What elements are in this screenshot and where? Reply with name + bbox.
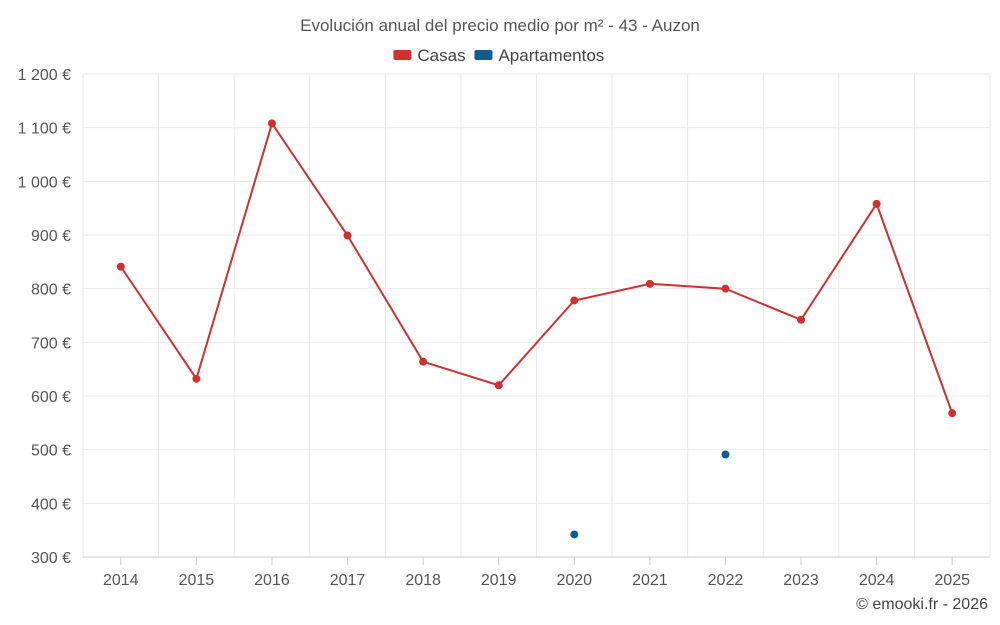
x-tick-label: 2016 (254, 572, 290, 589)
y-tick-label: 900 € (31, 228, 71, 245)
y-tick-label: 700 € (31, 335, 71, 352)
data-point-apartamentos (570, 530, 579, 539)
y-tick-label: 1 000 € (18, 174, 71, 191)
legend-swatch (393, 50, 412, 60)
x-tick-label: 2015 (179, 572, 215, 589)
x-tick-label: 2023 (783, 572, 819, 589)
legend-item-apartamentos[interactable]: Apartamentos (474, 46, 604, 65)
legend-swatch (474, 50, 493, 60)
legend: Casas Apartamentos (393, 46, 604, 65)
y-tick-label: 300 € (31, 550, 71, 567)
data-point-casas (570, 296, 579, 305)
series-casas (116, 119, 957, 418)
credit-text: © emooki.fr - 2026 (856, 596, 988, 613)
x-tick-label: 2014 (103, 572, 139, 589)
chart-title: Evolución anual del precio medio por m² … (300, 16, 700, 35)
data-point-casas (645, 279, 654, 288)
data-point-casas (267, 119, 276, 128)
data-point-casas (343, 231, 352, 240)
x-tick-label: 2020 (556, 572, 592, 589)
y-tick-label: 1 100 € (18, 121, 71, 138)
x-tick-label: 2019 (481, 572, 517, 589)
y-tick-label: 400 € (31, 496, 71, 513)
y-tick-label: 1 200 € (18, 67, 71, 84)
y-tick-label: 500 € (31, 443, 71, 460)
data-point-casas (797, 315, 806, 324)
data-point-casas (721, 284, 730, 293)
data-point-casas (948, 409, 957, 418)
y-tick-label: 600 € (31, 389, 71, 406)
y-tick-label: 800 € (31, 282, 71, 299)
x-tick-label: 2017 (330, 572, 366, 589)
series-line-casas (119, 121, 954, 414)
axes: 300 € 400 € 500 € 600 € 700 € 800 € 900 € 1 000… (18, 67, 990, 589)
data-point-casas (419, 357, 428, 366)
x-tick-label: 2021 (632, 572, 668, 589)
legend-item-casas[interactable]: Casas (393, 46, 466, 65)
series-apartamentos (570, 450, 730, 539)
series-layer (116, 119, 957, 539)
data-point-casas (116, 262, 125, 271)
legend-label: Apartamentos (498, 46, 604, 65)
x-tick-label: 2025 (934, 572, 970, 589)
data-point-casas (494, 381, 503, 390)
data-point-apartamentos (721, 450, 730, 459)
data-point-casas (192, 374, 201, 383)
grid-lines (82, 73, 991, 558)
x-tick-label: 2022 (708, 572, 744, 589)
x-tick-label: 2018 (405, 572, 441, 589)
data-point-casas (872, 199, 881, 208)
x-tick-label: 2024 (859, 572, 895, 589)
legend-label: Casas (417, 46, 465, 65)
